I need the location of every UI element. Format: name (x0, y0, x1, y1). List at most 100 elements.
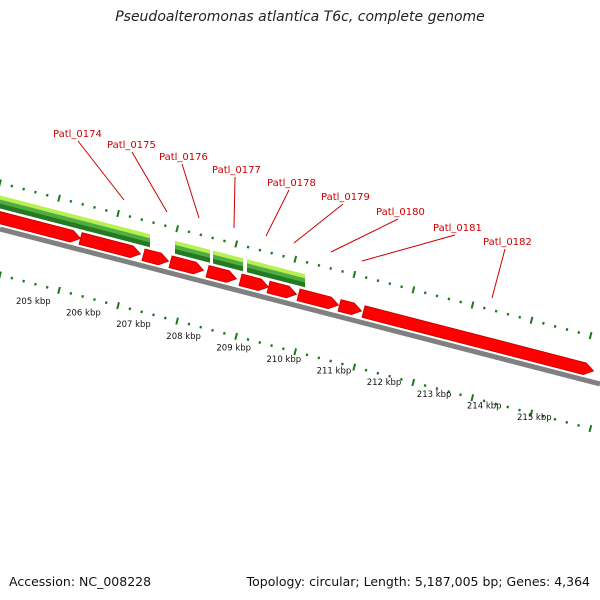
minor-tick (45, 285, 49, 289)
kbp-label: 210 kbp (267, 355, 302, 365)
major-tick (175, 317, 179, 325)
gene-label-leader (233, 176, 236, 229)
kbp-label: 214 kbp (467, 401, 502, 411)
major-tick (175, 225, 180, 233)
feature-band-stripe (175, 244, 210, 258)
feature-band-stripe (0, 195, 150, 239)
gene-arrow (205, 264, 238, 283)
minor-tick (163, 224, 167, 228)
minor-tick (376, 371, 380, 375)
gene-label-leader (361, 234, 456, 262)
minor-tick (22, 187, 26, 191)
gene-label-leader (330, 218, 399, 253)
minor-tick (388, 374, 392, 378)
gene-label-leader (181, 163, 200, 219)
major-tick (352, 270, 357, 279)
minor-tick (341, 362, 344, 366)
minor-tick (258, 248, 262, 252)
minor-tick (553, 324, 557, 328)
kbp-labels: 205 kbp 206 kbp 207 kbp 208 kbp 209 kbp 210 k… (16, 297, 552, 423)
minor-tick (329, 266, 333, 270)
minor-tick (104, 208, 108, 212)
minor-tick (447, 297, 451, 301)
minor-tick (518, 408, 521, 412)
minor-tick (270, 344, 273, 348)
minor-tick (222, 331, 226, 335)
major-tick (57, 286, 61, 294)
major-tick (57, 194, 61, 202)
gene-label: Patl_0178 (267, 178, 316, 189)
map-title: Pseudoalteromonas atlantica T6c, complet… (115, 9, 485, 25)
minor-tick (506, 312, 510, 316)
feature-band-stripe (213, 254, 243, 267)
minor-tick (506, 405, 510, 409)
minor-tick (482, 306, 486, 310)
minor-tick (258, 341, 262, 345)
minor-tick (423, 291, 427, 295)
feature-band-stripe (175, 240, 210, 254)
feature-band-stripe (247, 267, 305, 288)
minor-tick (128, 307, 132, 311)
minor-tick (565, 420, 569, 424)
major-tick (234, 332, 238, 341)
kbp-label: 208 kbp (166, 332, 201, 342)
minor-tick (211, 328, 214, 332)
gene-label-leader (293, 203, 344, 244)
minor-tick (34, 282, 37, 286)
gene-arrow (337, 299, 363, 316)
major-tick (470, 394, 475, 402)
minor-tick (34, 190, 37, 194)
major-tick (588, 331, 593, 340)
major-tick (293, 255, 298, 263)
feature-band-stripe (213, 250, 243, 263)
minor-tick (317, 356, 321, 360)
genome-backbone (0, 226, 600, 387)
minor-tick (140, 310, 144, 314)
minor-tick (81, 295, 85, 298)
minor-tick (329, 359, 332, 363)
feature-band-stripe (247, 259, 305, 279)
minor-tick (45, 193, 49, 197)
accession-text: Accession: NC_008228 (9, 574, 152, 589)
feature-band-stripe (213, 258, 243, 272)
feature-band-stripe (247, 263, 305, 283)
minor-tick (435, 387, 439, 391)
gene-arrow (296, 288, 340, 310)
gene-label: Patl_0182 (483, 237, 532, 248)
minor-tick (376, 279, 380, 283)
minor-tick (435, 294, 439, 298)
feature-band-stripe (175, 248, 210, 263)
kbp-label: 213 kbp (417, 390, 452, 400)
minor-tick (364, 276, 368, 280)
major-tick (529, 409, 534, 417)
minor-tick (400, 285, 403, 289)
feature-band-stripe (0, 203, 150, 248)
minor-tick (199, 233, 203, 237)
gene-label-leader (265, 189, 290, 237)
minor-tick (223, 239, 226, 243)
kbp-label: 215 kbp (517, 413, 552, 423)
minor-tick (565, 327, 569, 331)
major-tick (529, 316, 534, 324)
gene-track (0, 211, 595, 375)
major-tick (411, 378, 416, 387)
minor-tick (69, 199, 73, 203)
major-tick (116, 302, 120, 310)
gene-arrow (266, 280, 298, 299)
outer-tick-track (0, 179, 593, 340)
gene-arrow (168, 255, 205, 275)
minor-tick (282, 347, 285, 351)
gene-arrow (141, 248, 170, 266)
major-tick (234, 240, 239, 248)
minor-tick (341, 270, 344, 273)
gene-arrow (78, 232, 142, 258)
minor-tick (282, 254, 285, 258)
minor-tick (541, 321, 545, 325)
kbp-label: 207 kbp (116, 320, 151, 330)
minor-tick (246, 245, 250, 249)
minor-tick (152, 221, 155, 225)
gene-label-leader (131, 151, 168, 213)
gene-label-leader (77, 140, 125, 201)
gene-label: Patl_0180 (376, 207, 425, 218)
minor-tick (400, 377, 403, 381)
